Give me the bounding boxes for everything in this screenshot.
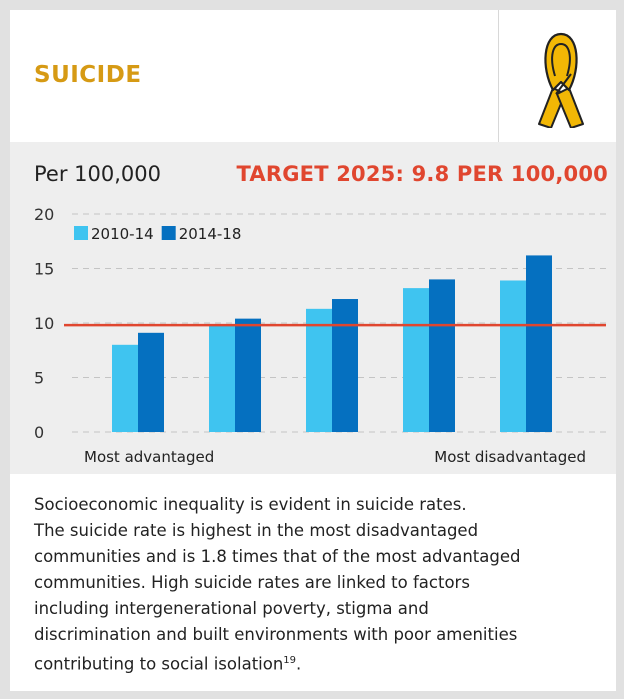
description-line: including intergenerational poverty, sti… <box>34 599 429 618</box>
description-line: The suicide rate is highest in the most … <box>34 521 479 540</box>
bar <box>500 280 526 432</box>
bar <box>209 325 235 432</box>
y-tick-label: 0 <box>34 423 44 442</box>
description-line-end: . <box>296 654 302 674</box>
description-line: communities. High suicide rates are link… <box>34 573 470 592</box>
target-label: TARGET 2025: 9.8 PER 100,000 <box>236 162 608 186</box>
y-tick-label: 10 <box>34 314 54 333</box>
bar <box>429 279 455 432</box>
legend-label: 2014-18 <box>179 225 242 243</box>
legend-swatch <box>74 226 88 240</box>
bar <box>235 318 261 432</box>
unit-label: Per 100,000 <box>34 162 161 186</box>
description: Socioeconomic inequality is evident in s… <box>34 492 604 678</box>
y-tick-label: 15 <box>34 260 54 279</box>
y-tick-label: 5 <box>34 369 44 388</box>
bar <box>306 308 332 432</box>
y-tick-label: 20 <box>34 205 54 224</box>
bar-chart: 0 5 10 15 20 2010-14 2014-18 Most advantaged Mos… <box>34 205 606 466</box>
bar <box>138 332 164 432</box>
header-divider <box>498 10 499 142</box>
legend-swatch <box>161 226 176 240</box>
description-last-line: contributing to social isolation19. <box>34 648 604 678</box>
description-line: Socioeconomic inequality is evident in s… <box>34 495 467 514</box>
chart-area: Per 100,000 TARGET 2025: 9.8 PER 100,000… <box>10 142 616 474</box>
bar <box>403 288 429 432</box>
card-header: SUICIDE <box>10 10 616 142</box>
awareness-ribbon-icon <box>538 32 584 128</box>
bar <box>112 344 138 432</box>
x-label-left: Most advantaged <box>84 448 214 466</box>
description-line: discrimination and built environments wi… <box>34 625 518 644</box>
bar <box>526 255 552 432</box>
description-line: communities and is 1.8 times that of the… <box>34 547 521 566</box>
x-label-right: Most disadvantaged <box>434 448 586 466</box>
card-title: SUICIDE <box>34 62 142 88</box>
description-line-text: contributing to social isolation <box>34 654 284 674</box>
footnote-ref: 19 <box>283 655 297 666</box>
suicide-card: SUICIDE Per 100,000 TARGET 2025: 9.8 PER… <box>10 10 616 691</box>
legend-label: 2010-14 <box>91 225 154 243</box>
bar <box>332 299 358 432</box>
